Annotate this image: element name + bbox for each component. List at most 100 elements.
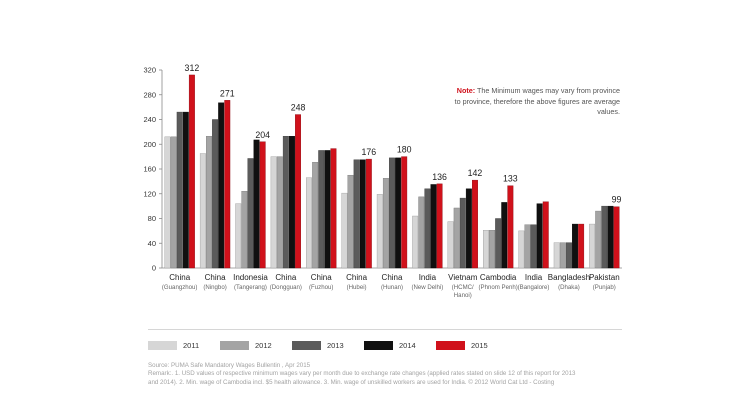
bar-2014 [572,223,578,269]
bar-2014 [465,188,472,269]
x-category-label: China [169,273,190,282]
legend-label: 2012 [255,341,272,350]
bar-2011 [447,221,454,269]
legend-label: 2014 [399,341,416,350]
bar-2015 [507,185,514,269]
legend-swatch [364,341,393,350]
bar-2015 [365,158,372,269]
x-category-sublabel: (Dongguan) [270,284,302,291]
x-category-sublabel: (Hunan) [381,284,403,291]
x-category-sublabel: Hanoi) [454,292,472,299]
bar-2011 [341,192,348,269]
bar-2013 [176,111,183,269]
bar-2013 [565,242,572,269]
bar-2012 [559,242,566,269]
bar-2012 [453,207,460,269]
note-label: Note: [456,86,476,95]
bar-2012 [524,224,531,269]
chart-legend: 2011 2012 2013 2014 2015 [148,340,622,352]
y-tick-label: 280 [143,90,156,99]
bar-2011 [306,177,312,269]
bar-2013 [495,218,502,269]
bar-2013 [318,150,325,269]
bar-2013 [530,224,537,269]
bar-2011 [483,230,489,269]
bar-2011 [270,156,277,269]
x-category-label: China [346,273,367,282]
x-category-sublabel: (Phnom Penh) [479,284,518,291]
y-tick-label: 200 [143,140,156,149]
x-category-sublabel: (Dhaka) [558,284,580,291]
x-category-label: India [419,273,437,282]
x-category-sublabel: (Ningbo) [203,284,226,291]
bar-2014 [536,203,543,269]
legend-swatch [292,341,321,350]
note-text: The Minimum wages may vary from province… [454,86,620,116]
y-tick-label: 40 [148,239,156,248]
bar-2013 [601,205,608,269]
bar-2011 [553,242,560,269]
bar-2012 [276,156,283,269]
data-label: 176 [361,147,376,157]
bar-2013 [212,119,219,269]
data-label: 271 [220,88,235,98]
legend-divider [148,329,622,330]
bar-2013 [459,197,466,269]
legend-label: 2013 [327,341,344,350]
legend-label: 2015 [471,341,488,350]
bar-2012 [595,210,602,269]
bar-2012 [241,191,248,269]
bar-2012 [347,174,354,269]
x-category-sublabel: (Hubei) [347,284,367,291]
x-category-sublabel: (Bangalore) [518,284,550,291]
x-category-label: China [311,273,332,282]
x-axis-labels: China (Guangzhou) China (Ningbo) Indonesia (T… [162,273,620,299]
bar-2015 [188,74,195,269]
bar-2014 [395,157,402,269]
x-category-label: China [205,273,226,282]
bar-2015 [436,183,443,269]
data-label: 136 [432,172,447,182]
bar-2014 [430,184,437,269]
x-category-sublabel: (Tangerang) [234,284,267,291]
bar-2014 [607,205,614,269]
data-label: 180 [397,145,412,155]
bar-2013 [424,188,431,269]
bar-2012 [418,196,425,269]
x-category-label: Indonesia [233,273,268,282]
x-category-sublabel: (HCMC/ [452,284,474,291]
bar-2012 [489,230,496,269]
x-category-sublabel: (Punjab) [593,284,616,291]
chart-note: Note: The Minimum wages may vary from pr… [452,86,620,118]
data-label: 248 [291,103,306,113]
remark-line-1: Remark:. 1. USD values of respective min… [148,370,576,378]
bar-2015 [472,179,478,269]
data-labels-group: 312 271 204 248 176 180 136 142 133 99 [185,63,622,205]
y-tick-label: 0 [152,264,156,273]
legend-swatch [148,341,177,350]
bar-2014 [359,159,366,269]
data-label: 99 [612,195,622,205]
legend-label: 2011 [183,341,200,350]
bar-2011 [412,215,419,269]
bar-2011 [164,136,171,269]
bar-2015 [224,100,231,269]
footer: Source: PUMA Safe Mandatory Wages Bullen… [148,362,628,387]
x-category-label: Cambodia [480,273,517,282]
source-text: Source: PUMA Safe Mandatory Wages Bullen… [148,362,311,369]
x-category-label: China [275,273,296,282]
remark-line-2: and 2014). 2. Min. wage of Cambodia incl… [148,378,555,386]
bar-2015 [542,201,549,269]
bar-2011 [199,153,206,269]
bar-2011 [518,230,525,269]
y-tick-label: 120 [143,189,156,198]
bar-2011 [235,203,242,269]
x-category-label: Pakistan [589,273,620,282]
bar-2014 [501,202,508,269]
legend-swatch [220,341,249,350]
bar-2015 [401,156,408,269]
bar-2015 [578,223,585,269]
bar-2013 [353,159,360,269]
bar-2015 [259,141,266,269]
